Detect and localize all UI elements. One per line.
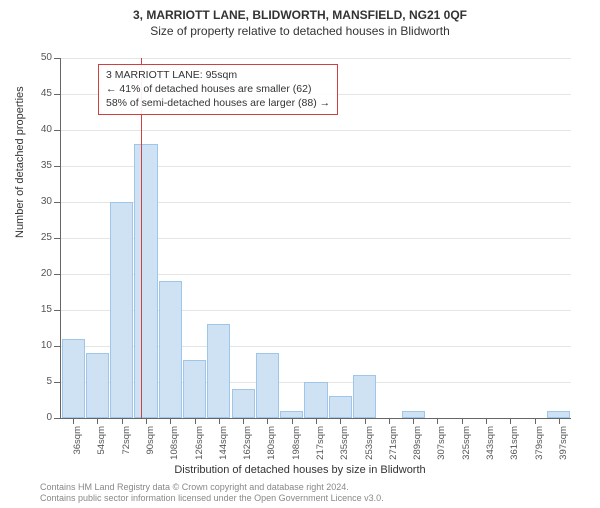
x-tick [267, 418, 268, 424]
y-tick-label: 20 [28, 268, 52, 279]
y-tick [54, 274, 60, 275]
y-tick-label: 45 [28, 88, 52, 99]
histogram-bar [62, 339, 85, 418]
y-tick-label: 40 [28, 124, 52, 135]
annotation-box: 3 MARRIOTT LANE: 95sqm ← 41% of detached… [98, 64, 338, 115]
x-tick-label: 126sqm [194, 426, 205, 474]
footer-line-2: Contains public sector information licen… [40, 493, 384, 504]
y-tick [54, 202, 60, 203]
y-tick [54, 418, 60, 419]
y-tick [54, 346, 60, 347]
histogram-bar [232, 389, 255, 418]
x-tick-label: 54sqm [96, 426, 107, 474]
x-tick [122, 418, 123, 424]
footer-attribution: Contains HM Land Registry data © Crown c… [40, 482, 384, 504]
x-tick [97, 418, 98, 424]
histogram-bar [86, 353, 109, 418]
annotation-line-2: ← 41% of detached houses are smaller (62… [106, 82, 330, 96]
x-tick [316, 418, 317, 424]
y-tick-label: 10 [28, 340, 52, 351]
y-tick-label: 15 [28, 304, 52, 315]
x-tick [146, 418, 147, 424]
x-tick [340, 418, 341, 424]
x-tick-label: 397sqm [558, 426, 569, 474]
chart-subtitle: Size of property relative to detached ho… [0, 24, 600, 38]
y-tick [54, 130, 60, 131]
x-tick [170, 418, 171, 424]
x-tick [535, 418, 536, 424]
x-tick-label: 307sqm [436, 426, 447, 474]
x-tick [510, 418, 511, 424]
histogram-bar [402, 411, 425, 418]
histogram-bar [329, 396, 352, 418]
x-tick [413, 418, 414, 424]
y-tick [54, 58, 60, 59]
y-tick [54, 310, 60, 311]
x-tick-label: 235sqm [339, 426, 350, 474]
x-tick [73, 418, 74, 424]
x-tick-label: 325sqm [461, 426, 472, 474]
histogram-bar [280, 411, 303, 418]
x-tick-label: 198sqm [291, 426, 302, 474]
x-tick [243, 418, 244, 424]
x-tick [292, 418, 293, 424]
x-tick [559, 418, 560, 424]
histogram-bar [547, 411, 570, 418]
y-tick [54, 382, 60, 383]
x-tick [462, 418, 463, 424]
x-tick-label: 144sqm [218, 426, 229, 474]
x-tick-label: 379sqm [534, 426, 545, 474]
x-tick-label: 108sqm [169, 426, 180, 474]
x-tick-label: 361sqm [509, 426, 520, 474]
x-tick-label: 90sqm [145, 426, 156, 474]
x-tick [219, 418, 220, 424]
grid-line [61, 130, 571, 131]
x-tick-label: 289sqm [412, 426, 423, 474]
x-tick [486, 418, 487, 424]
x-tick [365, 418, 366, 424]
y-tick [54, 94, 60, 95]
x-tick [195, 418, 196, 424]
x-tick-label: 162sqm [242, 426, 253, 474]
x-tick [389, 418, 390, 424]
x-tick-label: 253sqm [364, 426, 375, 474]
x-tick-label: 271sqm [388, 426, 399, 474]
annotation-line-1: 3 MARRIOTT LANE: 95sqm [106, 68, 330, 82]
x-tick-label: 180sqm [266, 426, 277, 474]
x-tick-label: 343sqm [485, 426, 496, 474]
y-tick-label: 35 [28, 160, 52, 171]
x-tick [437, 418, 438, 424]
y-tick [54, 238, 60, 239]
histogram-bar [159, 281, 182, 418]
y-tick-label: 50 [28, 52, 52, 63]
histogram-bar [304, 382, 327, 418]
footer-line-1: Contains HM Land Registry data © Crown c… [40, 482, 384, 493]
y-tick-label: 5 [28, 376, 52, 387]
annotation-line-3: 58% of semi-detached houses are larger (… [106, 96, 330, 110]
x-tick-label: 72sqm [121, 426, 132, 474]
y-tick-label: 25 [28, 232, 52, 243]
histogram-bar [134, 144, 157, 418]
y-tick [54, 166, 60, 167]
grid-line [61, 58, 571, 59]
y-axis-title: Number of detached properties [14, 86, 26, 238]
histogram-bar [353, 375, 376, 418]
x-tick-label: 36sqm [72, 426, 83, 474]
chart-title: 3, MARRIOTT LANE, BLIDWORTH, MANSFIELD, … [0, 8, 600, 22]
x-tick-label: 217sqm [315, 426, 326, 474]
y-tick-label: 30 [28, 196, 52, 207]
histogram-bar [256, 353, 279, 418]
histogram-bar [183, 360, 206, 418]
y-tick-label: 0 [28, 412, 52, 423]
histogram-bar [110, 202, 133, 418]
histogram-bar [207, 324, 230, 418]
